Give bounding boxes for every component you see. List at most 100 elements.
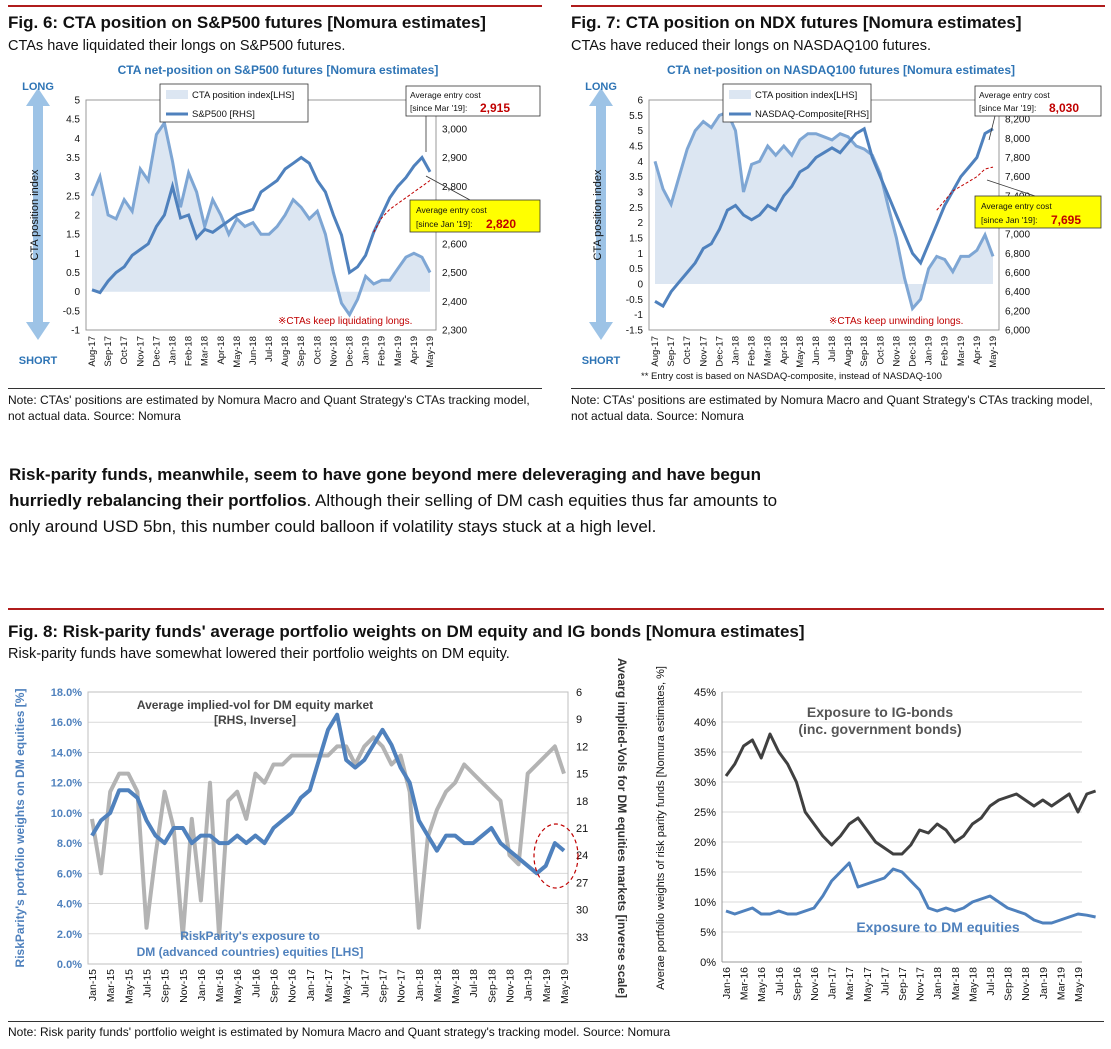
short-label: SHORT <box>582 355 621 367</box>
y-tick-label: 20% <box>694 837 716 849</box>
body-rest-text: . Although their selling of DM cash equi… <box>9 491 778 536</box>
annotation-mar-label: Average entry cost <box>410 90 481 100</box>
x-tick-label: Aug-18 <box>843 336 854 367</box>
chart-title: CTA net-position on NASDAQ100 futures [N… <box>667 63 1015 77</box>
legend-label-index: S&P500 [RHS] <box>192 109 255 120</box>
y-tick-label: 6 <box>637 96 643 107</box>
x-tick-label: Jul-18 <box>985 967 997 996</box>
y-tick-label: 6.0% <box>57 868 82 880</box>
x-tick-label: Mar-17 <box>844 967 856 1000</box>
x-tick-label: Sep-16 <box>791 967 803 1001</box>
y-tick-label: 35% <box>694 747 716 759</box>
x-tick-label: Mar-15 <box>105 969 117 1002</box>
y2-tick-label: 9 <box>576 714 582 726</box>
y2-tick-label: 6,600 <box>1005 268 1030 279</box>
x-tick-label: Feb-18 <box>184 336 195 366</box>
x-tick-label: Sep-17 <box>377 969 389 1003</box>
x-tick-label: Mar-16 <box>214 969 226 1002</box>
ig-annotation: Exposure to IG-bonds <box>807 704 953 720</box>
y-tick-label: 4 <box>74 134 80 145</box>
fig7-title: Fig. 7: CTA position on NDX futures [Nom… <box>571 13 1022 32</box>
y2-tick-label: 2,900 <box>442 153 467 164</box>
annotation-jan-since: [since Jan '19]: <box>416 219 472 229</box>
y-tick-label: 4 <box>637 157 643 168</box>
y2-tick-label: 21 <box>576 823 588 835</box>
y-tick-label: 0 <box>637 280 643 291</box>
x-tick-label: Jul-15 <box>141 969 153 998</box>
y2-tick-label: 7,800 <box>1005 153 1030 164</box>
x-tick-label: May-18 <box>967 967 979 1002</box>
y-tick-label: -1 <box>71 326 80 337</box>
x-tick-label: Nov-17 <box>396 969 408 1003</box>
fig7-note: Note: CTAs' positions are estimated by N… <box>571 393 1093 423</box>
y-tick-label: 8.0% <box>57 838 82 850</box>
x-tick-label: Jan-19 <box>361 336 372 365</box>
fig8-right-chart: 0% 5% 10% 15% 20% 25% 30% 35% 40% 45% Jan-16 Mar-16… <box>655 666 1097 1002</box>
fig8-note-rule <box>8 1021 1104 1022</box>
index-line <box>654 126 994 309</box>
y-tick-label: 4.5 <box>66 115 80 126</box>
x-tick-label: Feb-18 <box>747 336 758 366</box>
y-tick-label: 3 <box>74 172 80 183</box>
x-tick-label: Jun-18 <box>811 336 822 365</box>
y-tick-label: 4.0% <box>57 899 82 911</box>
x-tick-label: Dec-17 <box>151 336 162 367</box>
x-tick-label: May-19 <box>425 336 436 368</box>
y-tick-label: 10% <box>694 897 716 909</box>
y-tick-label: 3 <box>637 188 643 199</box>
fig7-subtitle: CTAs have reduced their longs on NASDAQ1… <box>571 38 932 54</box>
y-tick-label: 2 <box>74 211 80 222</box>
x-tick-label: Feb-19 <box>377 336 388 366</box>
x-tick-label: Aug-17 <box>650 336 661 367</box>
ig-bonds-line <box>724 732 1097 856</box>
y2-tick-label: 33 <box>576 932 588 944</box>
x-tick-label: Jan-19 <box>523 969 535 1001</box>
x-tick-label: Jan-18 <box>167 336 178 365</box>
y-tick-label: 0.5 <box>629 264 643 275</box>
long-label: LONG <box>22 81 54 93</box>
annotation-note: ※CTAs keep liquidating longs. <box>278 316 412 327</box>
annotation-mar-value: 8,030 <box>1049 101 1079 115</box>
x-tick-label: Nov-17 <box>698 336 709 367</box>
x-tick-label: Sep-18 <box>486 969 498 1003</box>
y2-tick-label: 12 <box>576 741 588 753</box>
dm-annotation: Exposure to DM equities <box>856 919 1020 935</box>
x-tick-label: Jul-18 <box>468 969 480 998</box>
x-tick-label: Oct-18 <box>312 336 323 365</box>
y2-tick-label: 6 <box>576 687 582 699</box>
y2-tick-label: 6,000 <box>1005 326 1030 337</box>
y2-tick-label: 2,400 <box>442 297 467 308</box>
x-tick-label: Mar-18 <box>200 336 211 366</box>
y-tick-label: 10.0% <box>51 808 82 820</box>
x-tick-label: Jul-16 <box>250 969 262 998</box>
y2-tick-label: 3,000 <box>442 124 467 135</box>
x-tick-label: Oct-17 <box>119 336 130 365</box>
x-tick-label: Jan-17 <box>305 969 317 1001</box>
short-label: SHORT <box>19 355 58 367</box>
x-tick-label: Nov-18 <box>328 336 339 367</box>
y-axis-label: CTA position index <box>29 169 41 260</box>
fig8-title: Fig. 8: Risk-parity funds' average portf… <box>8 622 805 641</box>
annotation-jan-label: Average entry cost <box>416 205 487 215</box>
y2-tick-label: 24 <box>576 850 588 862</box>
y-tick-label: 1.5 <box>629 234 643 245</box>
x-tick-label: Jan-16 <box>721 967 733 999</box>
y-tick-label: 5% <box>700 927 716 939</box>
legend-swatch-cta <box>729 90 751 99</box>
x-tick-label: Jul-16 <box>774 967 786 996</box>
x-tick-label: Aug-17 <box>87 336 98 367</box>
y-tick-label: 2 <box>637 218 643 229</box>
legend-label-cta: CTA position index[LHS] <box>755 90 857 101</box>
x-tick-label: Nov-16 <box>287 969 299 1003</box>
x-tick-label: Jan-19 <box>1038 967 1050 999</box>
x-tick-label: Apr-19 <box>972 336 983 365</box>
y2-tick-label: 27 <box>576 877 588 889</box>
chart-footnote: ** Entry cost is based on NASDAQ-composi… <box>641 371 942 382</box>
fig6-chart: CTA net-position on S&P500 futures [Nomu… <box>19 63 541 368</box>
y-tick-label: 4.5 <box>629 142 643 153</box>
y-tick-label: 3.5 <box>629 172 643 183</box>
y-tick-label: 0.5 <box>66 268 80 279</box>
annotation-mar-since: [since Mar '19]: <box>979 103 1036 113</box>
x-tick-label: May-18 <box>450 969 462 1004</box>
y-tick-label: 1.5 <box>66 230 80 241</box>
